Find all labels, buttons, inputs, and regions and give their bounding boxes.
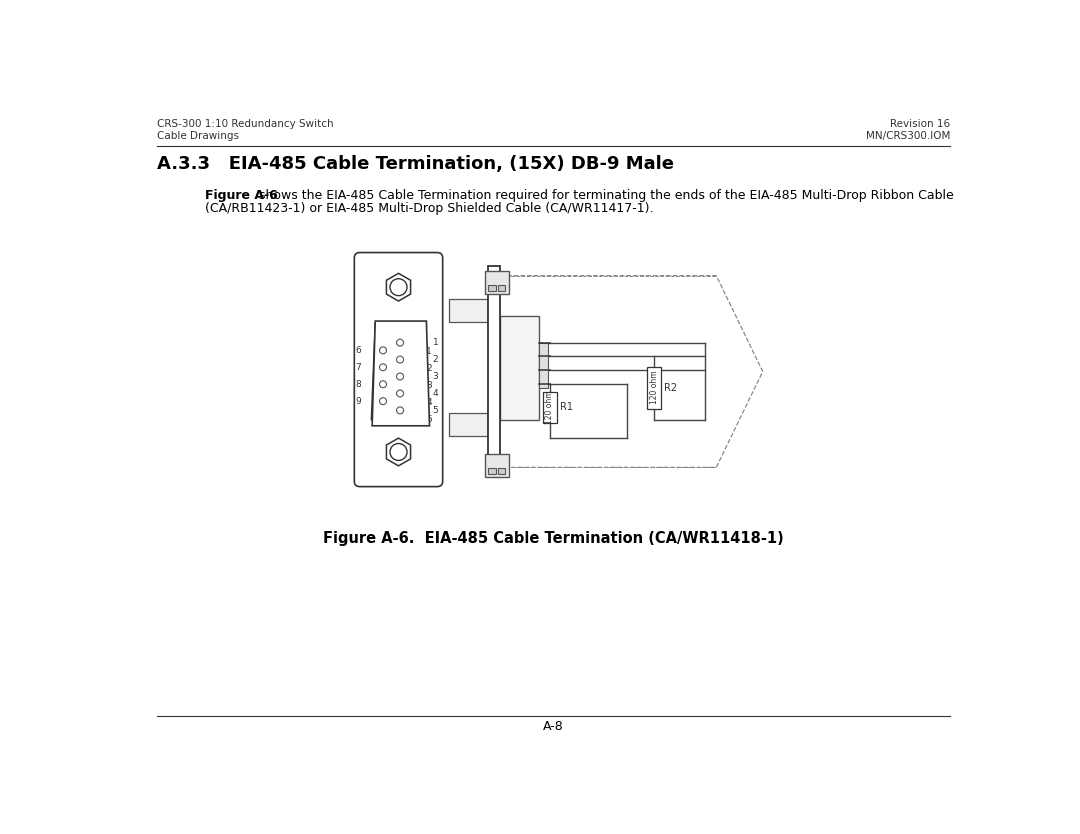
Text: R1: R1 [559,402,572,412]
Circle shape [379,352,386,359]
Text: 2: 2 [427,364,432,374]
Circle shape [390,444,407,460]
Circle shape [379,372,386,379]
Circle shape [397,372,405,379]
Text: Revision 16: Revision 16 [890,119,950,129]
Polygon shape [372,324,428,420]
FancyBboxPatch shape [354,253,443,486]
Bar [539,343,548,388]
Polygon shape [373,321,430,426]
Text: 120 ohm: 120 ohm [545,390,554,425]
Circle shape [407,352,415,359]
Circle shape [390,279,407,296]
Text: A.3.3   EIA-485 Cable Termination, (15X) DB-9 Male: A.3.3 EIA-485 Cable Termination, (15X) D… [157,155,674,173]
Text: 8: 8 [355,379,362,389]
Text: Figure A-6: Figure A-6 [205,188,278,202]
Text: 9: 9 [355,397,362,405]
Bar [449,413,488,436]
Circle shape [389,372,395,379]
Circle shape [417,352,423,359]
Text: 6: 6 [355,346,362,354]
Circle shape [379,398,387,404]
Circle shape [396,390,404,397]
Text: Cable Drawings: Cable Drawings [157,131,239,141]
Text: CRS-300 1:10 Redundancy Switch: CRS-300 1:10 Redundancy Switch [157,119,334,129]
Circle shape [388,352,395,359]
Circle shape [397,352,405,359]
Text: 3: 3 [427,381,432,390]
Text: 1: 1 [427,348,432,356]
Text: 7: 7 [531,351,537,361]
Text: 2: 2 [433,355,438,364]
Bar [498,468,505,475]
Bar [488,285,496,291]
Text: 8: 8 [531,365,537,375]
Text: 120 ohm: 120 ohm [650,371,659,404]
Text: A-8: A-8 [543,720,564,733]
Text: 4: 4 [433,389,438,398]
Bar [485,271,510,294]
Circle shape [396,407,404,414]
Circle shape [407,372,415,379]
Text: 4: 4 [427,398,432,407]
Circle shape [396,339,404,346]
Text: 7: 7 [355,363,362,372]
Text: shows the EIA-485 Cable Termination required for terminating the ends of the EIA: shows the EIA-485 Cable Termination requ… [255,188,954,202]
Text: R2: R2 [664,383,677,393]
Bar [647,366,661,409]
Text: 6: 6 [531,338,537,348]
Text: 5: 5 [427,415,432,425]
Circle shape [396,373,404,380]
Text: Figure A-6.  EIA-485 Cable Termination (CA/WR11418-1): Figure A-6. EIA-485 Cable Termination (C… [323,530,784,545]
Text: MN/CRS300.IOM: MN/CRS300.IOM [866,131,950,141]
Bar [488,266,500,477]
Bar [542,392,556,423]
Polygon shape [387,274,410,301]
Circle shape [379,347,387,354]
Bar [449,299,488,322]
Circle shape [379,364,387,371]
Text: 3: 3 [433,372,438,381]
Bar [485,455,510,477]
Bar [500,316,539,420]
Text: 5: 5 [433,406,438,414]
Circle shape [379,381,387,388]
Text: 1: 1 [433,338,438,347]
Bar [498,285,505,291]
Polygon shape [387,438,410,466]
Text: 9: 9 [531,379,537,389]
Bar [488,468,496,475]
Text: (CA/RB11423-1) or EIA-485 Multi-Drop Shielded Cable (CA/WR11417-1).: (CA/RB11423-1) or EIA-485 Multi-Drop Shi… [205,202,653,214]
Circle shape [396,356,404,363]
